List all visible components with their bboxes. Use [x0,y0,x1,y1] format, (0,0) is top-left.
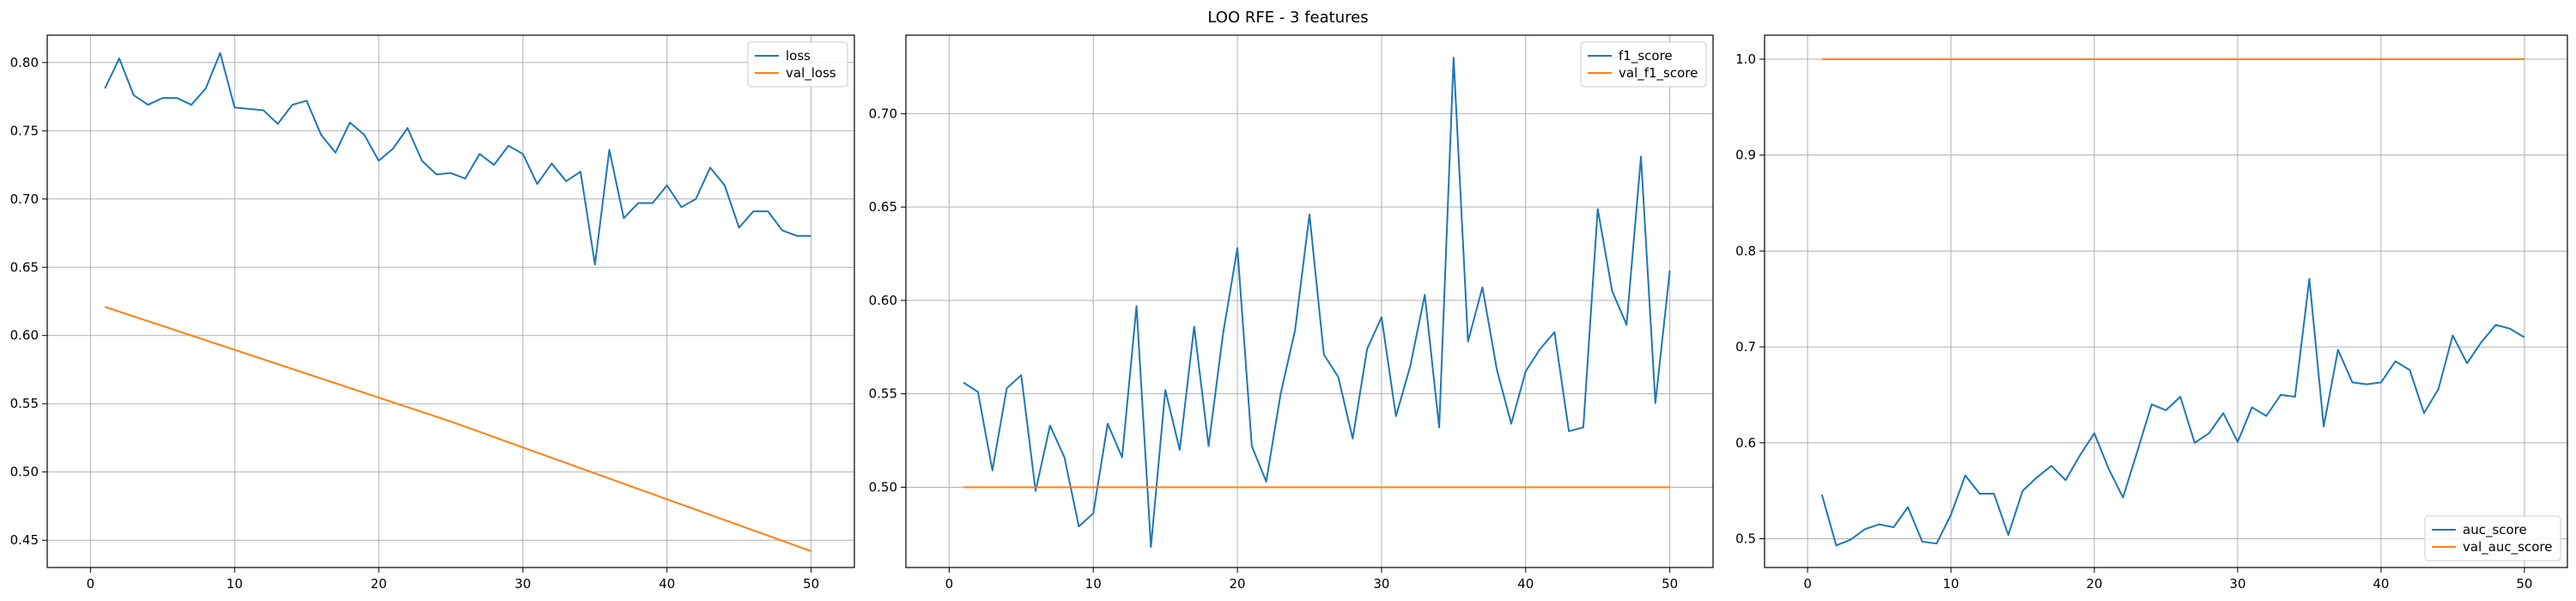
x-tick-label: 0 [945,576,954,592]
x-tick-label: 20 [1230,576,1246,592]
legend-box [747,41,848,88]
subplot-2: 0 10 20 30 40 50 0.50 0.55 0.60 0.65 0.70 f1_scorev… [869,34,1714,592]
legend-label-val_auc_score: val_auc_score [2463,539,2553,555]
y-tick-label: 0.80 [10,55,39,70]
axes-frame [905,34,1714,568]
y-tick-label: 0.8 [1735,243,1756,258]
y-tick-label: 0.70 [10,191,39,207]
y-tick-label: 0.70 [869,106,897,121]
y-tick-label: 0.60 [869,293,897,308]
y-tick-label: 0.75 [10,123,39,138]
x-tick-label: 30 [514,576,531,592]
x-tick-label: 20 [371,576,387,592]
y-tick-label: 1.0 [1735,52,1756,67]
series-line-f1_score [963,57,1671,549]
x-tick-label: 50 [1662,576,1678,592]
y-tick-label: 0.55 [10,396,39,411]
x-tick-label: 30 [2229,576,2245,592]
x-tick-label: 50 [2516,576,2532,592]
legend-label-loss: loss [786,48,811,64]
y-tick-label: 0.55 [869,386,897,402]
x-tick-label: 50 [803,576,819,592]
x-tick-label: 40 [2372,576,2389,592]
y-tick-label: 0.50 [869,479,897,495]
x-tick-label: 40 [659,576,675,592]
y-tick-label: 0.5 [1735,531,1756,546]
legend-label-val_loss: val_loss [786,65,836,82]
series-line-val_loss [104,306,811,552]
x-tick-label: 0 [87,576,95,592]
y-tick-label: 0.65 [869,199,897,215]
axes-frame [46,34,855,568]
x-tick-label: 10 [1085,576,1102,592]
x-tick-label: 10 [1943,576,1959,592]
legend-label-auc_score: auc_score [2463,522,2527,538]
y-tick-label: 0.50 [10,464,39,480]
y-tick-label: 0.60 [10,328,39,343]
figure-title: LOO RFE - 3 features [1207,9,1369,27]
y-tick-label: 0.7 [1735,339,1756,355]
series-line-auc_score [1820,277,2525,547]
subplot-3: 0 10 20 30 40 50 0.5 0.6 0.7 0.8 0.9 1.0 auc_scoreva… [1735,34,2568,592]
axes-frame [1764,34,2568,568]
x-tick-label: 20 [2086,576,2102,592]
y-tick-label: 0.9 [1735,148,1756,163]
series-line-loss [104,52,811,266]
x-tick-label: 40 [1517,576,1534,592]
x-tick-label: 30 [1373,576,1389,592]
x-tick-label: 0 [1803,576,1812,592]
legend-box [2424,515,2561,562]
legend-label-f1_score: f1_score [1619,48,1673,64]
y-tick-label: 0.65 [10,259,39,275]
subplot-1: 0 10 20 30 40 50 0.45 0.50 0.55 0.60 0.65 0.70 0.75 0… [10,34,855,592]
legend-box [1580,41,1707,88]
y-tick-label: 0.45 [10,532,39,548]
legend-label-val_f1_score: val_f1_score [1619,65,1698,82]
y-tick-label: 0.6 [1735,435,1756,451]
x-tick-label: 10 [227,576,243,592]
